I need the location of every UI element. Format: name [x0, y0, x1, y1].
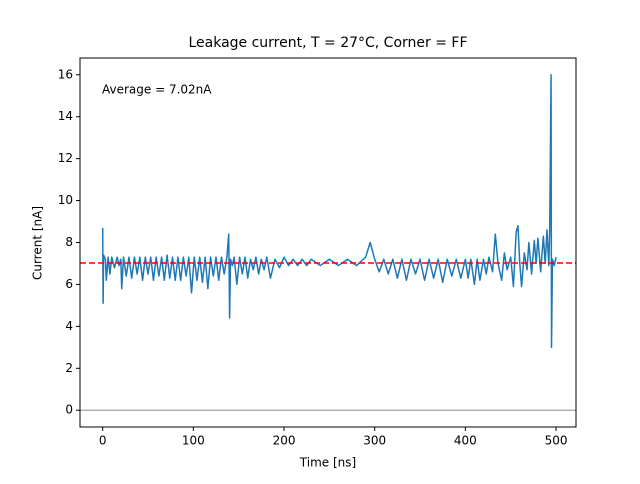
x-tick-label: 200 [273, 434, 296, 448]
y-axis-label: Current [nA] [31, 206, 45, 280]
y-tick-label: 12 [58, 151, 73, 165]
x-tick-label: 100 [182, 434, 205, 448]
plot-frame [79, 57, 577, 428]
y-tick-label: 14 [58, 109, 73, 123]
y-tick-label: 0 [65, 403, 73, 417]
y-tick-label: 4 [65, 319, 73, 333]
data-line [101, 74, 557, 349]
y-tick-label: 10 [58, 193, 73, 207]
x-tick-label: 400 [454, 434, 477, 448]
y-tick-label: 16 [58, 67, 73, 81]
y-tick-label: 6 [65, 277, 73, 291]
x-axis-label: Time [ns] [299, 456, 356, 470]
x-tick-label: 300 [363, 434, 386, 448]
y-tick-label: 2 [65, 361, 73, 375]
annotation: Average = 7.02nA [102, 83, 212, 97]
y-tick-label: 8 [65, 235, 73, 249]
x-tick-label: 0 [99, 434, 107, 448]
x-tick-label: 500 [545, 434, 568, 448]
chart-title: Leakage current, T = 27°C, Corner = FF [188, 35, 467, 51]
